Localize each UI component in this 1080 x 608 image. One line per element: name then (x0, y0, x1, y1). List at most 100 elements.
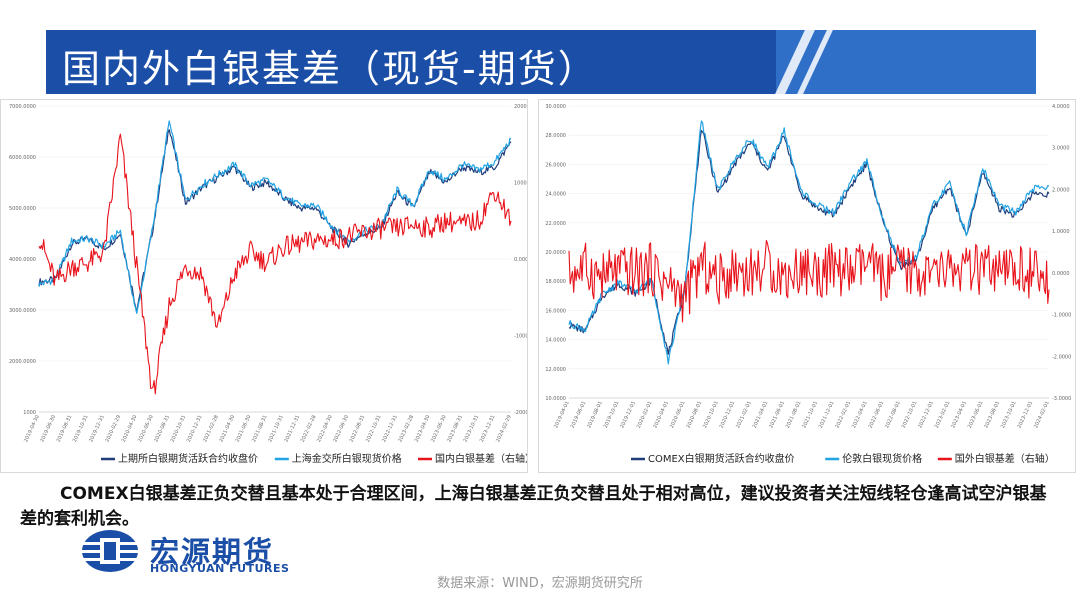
right-axis-tick-label: 3.0000 (1052, 146, 1070, 152)
title-banner-accent (46, 30, 776, 94)
legend-label: 上期所白银期货活跃合约收盘价 (118, 452, 258, 465)
right-axis-tick-label: -3.0000 (1052, 396, 1071, 402)
x-axis-tick-label: 2023-06-01 (967, 400, 985, 429)
foreign-basis-svg: 10.0000 12.0000 14.0000 16.0000 18.0000 20.00… (545, 104, 1071, 465)
series-line-2 (568, 120, 1050, 365)
x-axis-tick-label: 2021-08-01 (785, 400, 803, 429)
left-axis-tick-label: 2000.0000 (9, 359, 36, 365)
left-axis-tick-label: 30.0000 (545, 104, 566, 110)
x-axis-tick-label: 2021-12-01 (818, 400, 836, 429)
x-axis-tick-label: 2020-10-01 (702, 400, 720, 429)
left-axis-tick-label: 6000.0000 (9, 155, 36, 161)
right-axis-tick-label: 0.0000 (1052, 271, 1070, 277)
x-axis-tick-label: 2022-10-31 (365, 414, 383, 443)
x-axis-tick-label: 2022-10-01 (901, 400, 919, 429)
left-axis-tick-label: 7000.0000 (9, 104, 36, 110)
x-axis-tick-label: 2023-04-01 (950, 400, 968, 429)
legend-label: 国外白银基差（右轴） (955, 452, 1055, 465)
right-axis-tick-label: -2000.0000 (514, 410, 527, 416)
legend-label: COMEX白银期货活跃合约收盘价 (648, 452, 795, 465)
x-axis-tick-label: 2021-10-31 (267, 414, 285, 443)
x-axis-tick-label: 2019-12-31 (88, 414, 106, 443)
x-axis-tick-label: 2019-06-01 (570, 400, 588, 429)
series-line-2 (38, 120, 512, 314)
left-axis-tick-label: 16.0000 (545, 308, 566, 314)
right-axis-tick-label: 4.0000 (1052, 104, 1070, 110)
x-axis-tick-label: 2019-10-31 (72, 414, 90, 443)
left-axis-tick-label: 14.0000 (545, 338, 566, 344)
x-axis-tick-label: 2020-04-30 (121, 414, 139, 443)
x-axis-tick-label: 2021-10-01 (801, 400, 819, 429)
left-axis-tick-label: 26.0000 (545, 162, 566, 168)
x-axis-tick-label: 2019-08-31 (56, 414, 74, 443)
x-axis-tick-label: 2021-06-01 (768, 400, 786, 429)
x-axis-tick-label: 2020-12-31 (186, 414, 204, 443)
x-axis-tick-label: 2024-02-01 (1033, 400, 1051, 429)
left-axis-tick-label: 10.0000 (545, 396, 566, 402)
x-axis-tick-label: 2020-08-31 (153, 414, 171, 443)
x-axis-tick-label: 2020-06-30 (137, 414, 155, 443)
x-axis-tick-label: 2022-12-31 (381, 414, 399, 443)
x-axis-tick-label: 2020-08-01 (686, 400, 704, 429)
x-axis-tick-label: 2019-06-30 (39, 414, 57, 443)
logo-icon (82, 530, 138, 572)
x-axis-tick-label: 2023-04-30 (414, 414, 432, 443)
company-logo: 宏源期货 HONGYUAN FUTURES (80, 528, 320, 578)
x-axis-tick-label: 2022-06-01 (868, 400, 886, 429)
x-axis-tick-label: 2023-08-31 (446, 414, 464, 443)
right-axis-tick-label: 0.0000 (514, 257, 527, 263)
logo-english-name: HONGYUAN FUTURES (150, 562, 290, 575)
left-axis-tick-label: 24.0000 (545, 192, 566, 198)
analysis-text: COMEX白银基差正负交替且基本处于合理区间，上海白银基差正负交替且处于相对高位… (20, 484, 1047, 529)
left-axis-tick-label: 18.0000 (545, 279, 566, 285)
x-axis-tick-label: 2021-04-01 (752, 400, 770, 429)
right-axis-tick-label: 1.0000 (1052, 229, 1070, 235)
x-axis-tick-label: 2022-12-01 (917, 400, 935, 429)
legend-label: 伦敦白银现货价格 (842, 452, 922, 465)
left-axis-tick-label: 20.0000 (545, 250, 566, 256)
right-axis-tick-label: -2.0000 (1052, 354, 1071, 360)
right-axis-tick-label: -1.0000 (1052, 313, 1071, 319)
page-title: 国内外白银基差（现货-期货） (62, 47, 598, 91)
left-axis-tick-label: 1000 (23, 410, 36, 416)
x-axis-tick-label: 2023-06-30 (430, 414, 448, 443)
x-axis-tick-label: 2021-12-31 (284, 414, 302, 443)
logo-chinese-name: 宏源期货 (150, 535, 275, 569)
x-axis-tick-label: 2019-08-01 (586, 400, 604, 429)
x-axis-tick-label: 2019-12-01 (619, 400, 637, 429)
x-axis-tick-label: 2020-02-01 (636, 400, 654, 429)
x-axis-tick-label: 2023-08-01 (983, 400, 1001, 429)
data-source: 数据来源：WIND，宏源期货研究所 (437, 576, 643, 591)
x-axis-tick-label: 2023-02-01 (934, 400, 952, 429)
x-axis-tick-label: 2022-06-30 (332, 414, 350, 443)
series-line-3 (568, 239, 1050, 323)
left-axis-tick-label: 12.0000 (545, 367, 566, 373)
left-axis-tick-label: 28.0000 (545, 133, 566, 139)
x-axis-tick-label: 2021-02-28 (202, 414, 220, 443)
right-axis-tick-label: -1000.0000 (514, 334, 527, 340)
x-axis-tick-label: 2023-02-28 (397, 414, 415, 443)
legend-label: 国内白银基差（右轴） (435, 452, 527, 465)
x-axis-tick-label: 2019-04-30 (23, 414, 41, 443)
series-line-1 (568, 129, 1050, 355)
x-axis-tick-label: 2024-02-29 (495, 414, 513, 443)
left-axis-tick-label: 5000.0000 (9, 206, 36, 212)
x-axis-tick-label: 2020-12-01 (719, 400, 737, 429)
x-axis-tick-label: 2022-02-01 (834, 400, 852, 429)
x-axis-tick-label: 2020-10-31 (170, 414, 188, 443)
x-axis-tick-label: 2023-12-31 (479, 414, 497, 443)
x-axis-tick-label: 2022-08-01 (884, 400, 902, 429)
x-axis-tick-label: 2022-04-30 (316, 414, 334, 443)
x-axis-tick-label: 2020-06-01 (669, 400, 687, 429)
left-axis-tick-label: 3000.0000 (9, 308, 36, 314)
x-axis-tick-label: 2022-04-01 (851, 400, 869, 429)
left-axis-tick-label: 22.0000 (545, 221, 566, 227)
left-axis-tick-label: 4000.0000 (9, 257, 36, 263)
foreign-basis-chart: 10.0000 12.0000 14.0000 16.0000 18.0000 20.00… (538, 99, 1076, 473)
right-axis-tick-label: 2000.0000 (514, 104, 527, 110)
x-axis-tick-label: 2021-02-01 (735, 400, 753, 429)
x-axis-tick-label: 2020-02-29 (104, 414, 122, 443)
x-axis-tick-label: 2023-12-01 (1017, 400, 1035, 429)
domestic-basis-svg: 1000 2000.0000 3000.0000 4000.0000 5000.0000… (9, 104, 527, 465)
x-axis-tick-label: 2022-02-28 (300, 414, 318, 443)
